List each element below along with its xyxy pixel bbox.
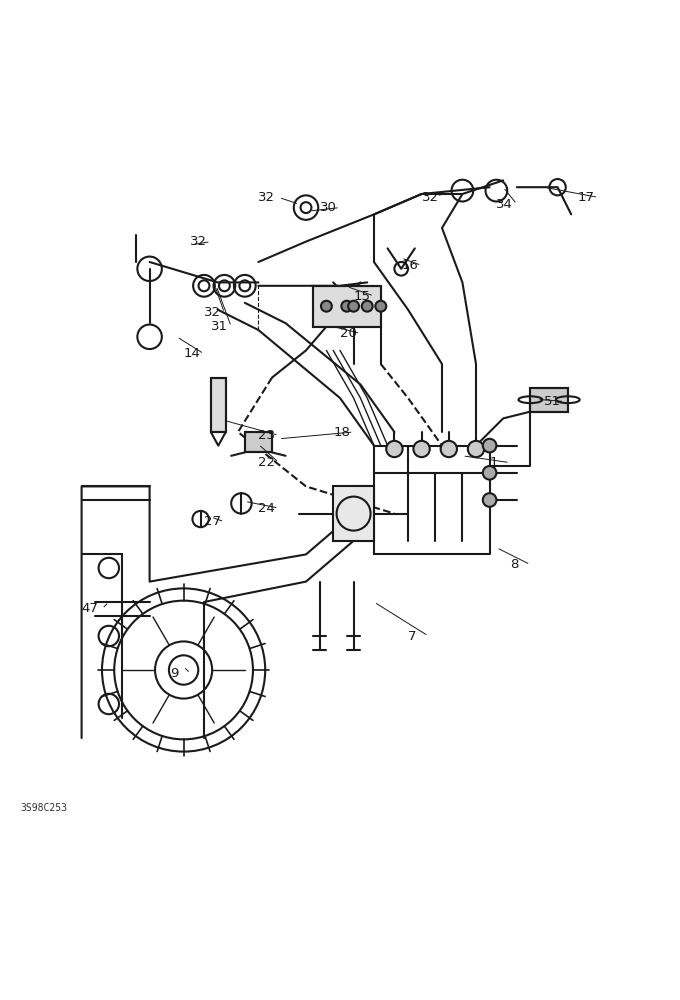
Text: 30: 30 [320,201,337,214]
Text: 3S98C253: 3S98C253 [20,803,67,813]
Text: 8: 8 [510,558,518,571]
Circle shape [483,439,496,452]
Bar [211,378,226,432]
Text: 32: 32 [422,191,439,204]
Text: 16: 16 [401,259,418,272]
Text: 32: 32 [204,306,221,320]
Circle shape [362,301,373,312]
Bar [245,432,272,452]
Bar [333,486,374,541]
Text: 20: 20 [340,327,357,340]
Text: 9: 9 [170,667,178,680]
Text: 31: 31 [211,320,228,333]
Circle shape [468,441,484,457]
Text: 51: 51 [544,395,561,408]
Circle shape [483,493,496,507]
Circle shape [348,301,359,312]
Circle shape [341,301,352,312]
Bar [530,388,568,412]
Text: 22: 22 [258,456,275,469]
Text: 23: 23 [258,429,275,442]
Text: 47: 47 [82,602,99,615]
Bar [211,378,226,432]
Text: 14: 14 [184,347,201,360]
Circle shape [386,441,403,457]
Text: 17: 17 [578,191,595,204]
Bar [313,286,381,327]
Text: 24: 24 [258,502,275,515]
Text: 34: 34 [496,198,513,211]
Circle shape [375,301,386,312]
Text: 7: 7 [408,630,416,643]
Bar [530,388,568,412]
Bar [313,286,381,327]
Circle shape [413,441,430,457]
Text: 27: 27 [204,515,221,528]
Text: 1: 1 [490,456,498,469]
Bar [245,432,272,452]
Text: 32: 32 [190,235,207,248]
Circle shape [321,301,332,312]
Text: 32: 32 [258,191,275,204]
Circle shape [441,441,457,457]
Text: 18: 18 [333,426,350,438]
Circle shape [483,466,496,480]
Text: 15: 15 [354,290,371,302]
